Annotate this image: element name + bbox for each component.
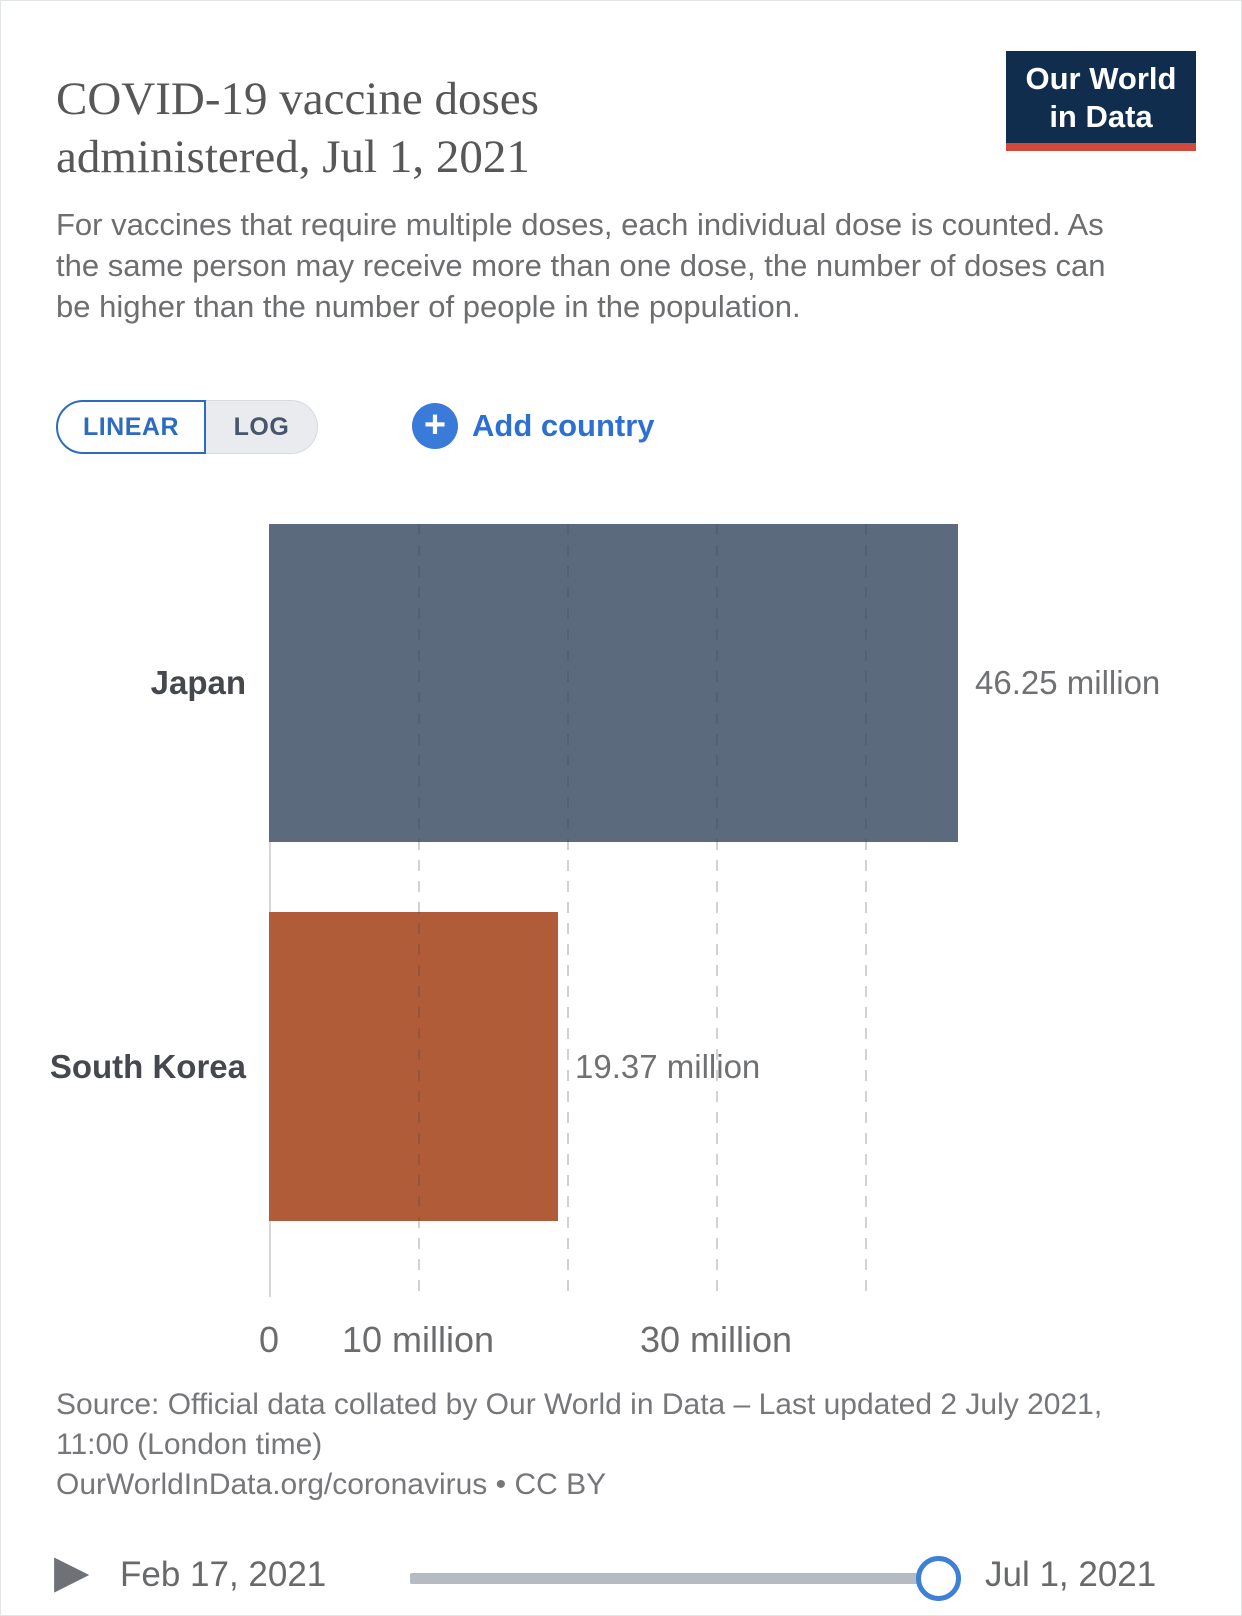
y-axis-line xyxy=(269,524,271,1297)
source-links-line: OurWorldInData.org/coronavirus • CC BY xyxy=(56,1465,1131,1505)
bar-south-korea[interactable] xyxy=(269,912,558,1221)
gridline-30m xyxy=(716,524,718,1297)
chart-subtitle: For vaccines that require multiple doses… xyxy=(56,207,1106,324)
add-country-label: Add country xyxy=(472,408,655,443)
category-label-south-korea: South Korea xyxy=(49,1047,246,1085)
category-label-japan: Japan xyxy=(150,664,246,701)
bar-row-japan: Japan 46.25 million xyxy=(151,524,1184,842)
x-tick-10-million: 10 million xyxy=(341,1319,495,1360)
x-tick-0: 0 xyxy=(258,1319,280,1360)
bar-row-south-korea: South Korea 19.37 million xyxy=(50,912,1184,1221)
source-text: Source: Official data collated by Our Wo… xyxy=(56,1388,1103,1461)
gridline-10m xyxy=(418,524,420,1297)
x-tick-30-million: 30 million xyxy=(639,1319,793,1360)
gridline-20m xyxy=(567,524,569,1297)
value-label-south-korea: 19.37 million xyxy=(575,1047,761,1085)
plus-icon: + xyxy=(412,403,458,449)
timeline-slider-track[interactable] xyxy=(410,1573,938,1584)
owid-logo[interactable]: Our World in Data xyxy=(1006,51,1196,151)
page-title: COVID-19 vaccine doses administered, Jul… xyxy=(56,73,539,184)
scale-toggle: LINEAR LOG xyxy=(56,400,318,454)
source-note: Source: Official data collated by Our Wo… xyxy=(56,1385,1131,1505)
owid-logo-red-bar xyxy=(1006,143,1196,151)
owid-logo-line2: in Data xyxy=(1049,99,1153,134)
source-license: • CC BY xyxy=(487,1468,607,1501)
bar-japan[interactable] xyxy=(269,524,958,842)
plot-area: Japan 46.25 million South Korea 19.37 mi… xyxy=(50,524,1184,1297)
x-axis: 0 10 million 30 million xyxy=(259,1319,1184,1365)
gridline-40m xyxy=(865,524,867,1297)
linear-scale-button[interactable]: LINEAR xyxy=(56,400,206,454)
timeline-start-date: Feb 17, 2021 xyxy=(120,1555,327,1594)
owid-logo-line1: Our World xyxy=(1025,61,1177,96)
source-link[interactable]: OurWorldInData.org/coronavirus xyxy=(56,1468,488,1501)
play-button[interactable]: ▶ xyxy=(54,1544,90,1598)
timeline-slider-handle[interactable] xyxy=(916,1556,961,1601)
add-country-button[interactable]: + Add country xyxy=(412,401,655,451)
owid-logo-text: Our World in Data xyxy=(1006,51,1196,143)
value-label-japan: 46.25 million xyxy=(975,664,1161,701)
log-scale-button[interactable]: LOG xyxy=(206,400,318,454)
timeline-end-date: Jul 1, 2021 xyxy=(985,1555,1157,1594)
